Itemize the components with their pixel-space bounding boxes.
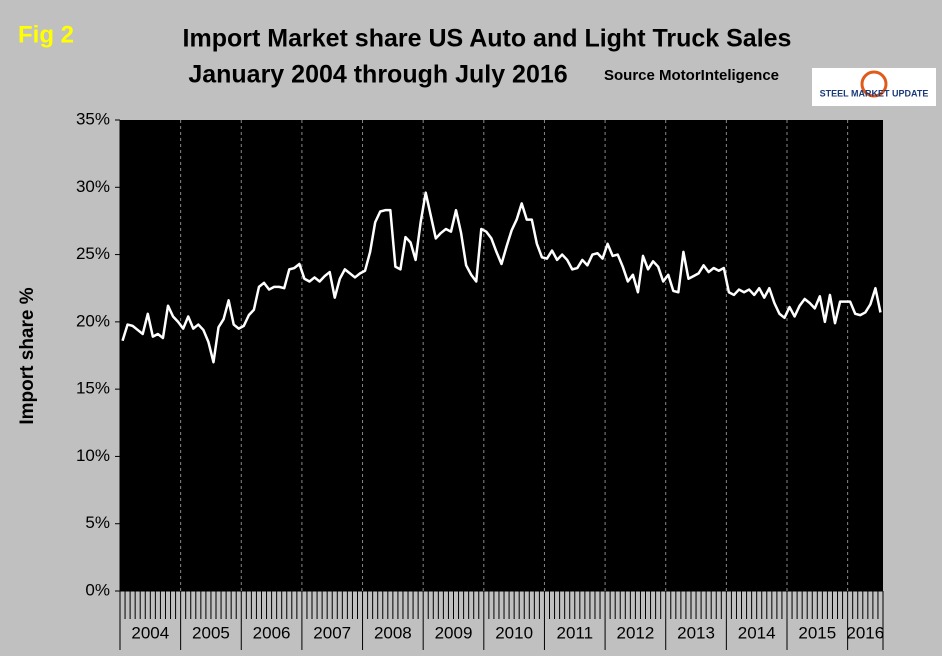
y-tick-label: 35% — [76, 109, 110, 128]
logo-icon — [860, 70, 888, 98]
x-tick-label: 2010 — [495, 623, 533, 642]
x-tick-label: 2004 — [131, 623, 169, 642]
x-tick-label: 2006 — [253, 623, 291, 642]
x-tick-label: 2009 — [435, 623, 473, 642]
y-tick-label: 10% — [76, 446, 110, 465]
x-tick-label: 2014 — [738, 623, 776, 642]
line-series — [121, 191, 882, 364]
x-tick-label: 2007 — [313, 623, 351, 642]
logo-text: STEEL MARKET UPDATE — [820, 88, 929, 98]
y-tick-label: 30% — [76, 177, 110, 196]
x-tick-label: 2016 — [846, 623, 884, 642]
x-tick-label: 2013 — [677, 623, 715, 642]
y-tick-label: 15% — [76, 379, 110, 398]
y-tick-label: 25% — [76, 244, 110, 263]
x-tick-label: 2008 — [374, 623, 412, 642]
x-tick-label: 2005 — [192, 623, 230, 642]
x-tick-label: 2015 — [798, 623, 836, 642]
source-note: Source MotorInteligence — [604, 67, 779, 84]
x-tick-label: 2012 — [616, 623, 654, 642]
y-axis-label: Import share % — [17, 287, 38, 424]
y-tick-label: 0% — [85, 580, 110, 599]
y-tick-label: 20% — [76, 311, 110, 330]
y-tick-label: 5% — [85, 513, 110, 532]
logo-box — [812, 68, 936, 106]
x-tick-label: 2011 — [556, 623, 593, 642]
fig-label: Fig 2 — [18, 21, 74, 48]
chart-title: Import Market share US Auto and Light Tr… — [183, 25, 792, 53]
plot-area — [120, 120, 883, 591]
chart-subtitle: January 2004 through July 2016 — [188, 61, 567, 89]
